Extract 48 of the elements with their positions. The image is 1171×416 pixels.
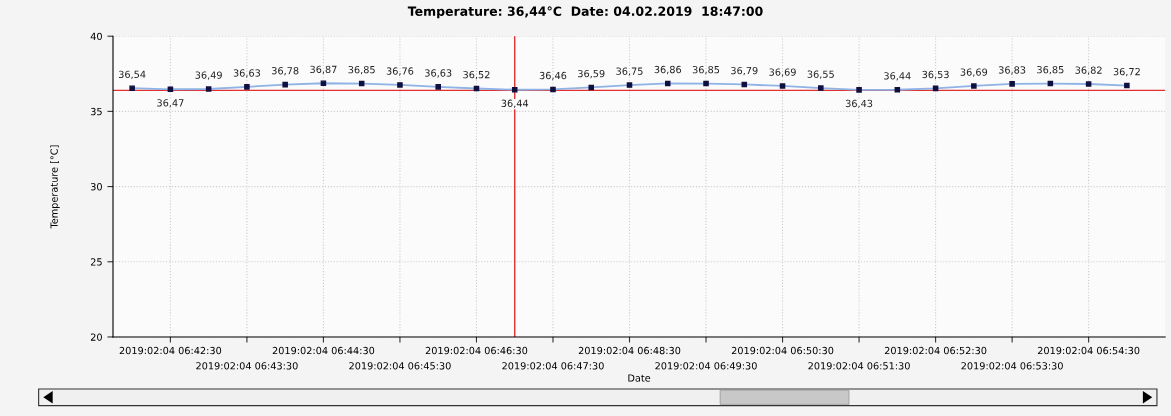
data-label: 36,83 xyxy=(998,66,1026,75)
data-label: 36,72 xyxy=(1113,67,1140,77)
data-label: 36,44 xyxy=(501,99,529,108)
x-tick-label: 2019:02:04 06:52:30 xyxy=(884,346,987,355)
x-tick-label: 2019:02:04 06:47:30 xyxy=(502,362,604,370)
x-tick-label: 2019:02:04 06:51:30 xyxy=(808,362,910,370)
x-tick-label: 2019:02:04 06:48:30 xyxy=(578,346,681,355)
data-label: 36,85 xyxy=(692,65,720,75)
data-label: 36,86 xyxy=(654,65,682,75)
y-tick-label: 20 xyxy=(90,333,102,341)
data-label: 36,82 xyxy=(1075,66,1102,75)
data-label: 36,79 xyxy=(731,66,758,76)
y-tick-label: 40 xyxy=(90,32,102,41)
data-label: 36,63 xyxy=(425,69,452,78)
x-tick-label: 2019:02:04 06:50:30 xyxy=(731,346,834,355)
data-label: 36,63 xyxy=(233,69,261,78)
data-label: 36,55 xyxy=(807,70,834,79)
data-label: 36,85 xyxy=(1037,65,1064,75)
data-label: 36,49 xyxy=(195,71,222,80)
x-tick-label: 2019:02:04 06:45:30 xyxy=(349,362,451,370)
y-axis-title: Temperature [°C] xyxy=(50,145,60,229)
x-tick-label: 2019:02:04 06:53:30 xyxy=(961,362,1063,370)
chart-title: Temperature: 36,44°C Date: 04.02.2019 18:47:00 xyxy=(407,6,763,19)
data-label: 36,44 xyxy=(884,72,911,81)
x-tick-label: 2019:02:04 06:46:30 xyxy=(425,346,528,355)
data-label: 36,85 xyxy=(348,65,375,75)
data-label: 36,47 xyxy=(157,99,184,108)
x-axis-title: Date xyxy=(628,374,651,382)
x-tick-label: 2019:02:04 06:54:30 xyxy=(1037,346,1140,355)
data-label: 36,78 xyxy=(272,67,299,76)
y-tick-label: 35 xyxy=(90,107,102,116)
data-label: 36,87 xyxy=(310,65,337,75)
data-label: 36,75 xyxy=(616,67,643,76)
data-label: 36,46 xyxy=(539,71,567,81)
y-tick-label: 30 xyxy=(90,183,102,191)
x-tick-label: 2019:02:04 06:43:30 xyxy=(196,362,298,370)
x-tick-label: 2019:02:04 06:42:30 xyxy=(119,346,222,355)
data-label: 36,54 xyxy=(118,70,146,79)
data-label: 36,43 xyxy=(845,99,873,109)
data-label: 36,69 xyxy=(960,68,988,77)
data-label: 36,52 xyxy=(463,70,490,80)
x-tick-label: 2019:02:04 06:44:30 xyxy=(272,346,375,355)
data-label: 36,53 xyxy=(922,70,949,80)
y-tick-label: 25 xyxy=(90,258,102,266)
data-label: 36,59 xyxy=(578,69,605,79)
data-label: 36,69 xyxy=(769,68,796,77)
data-label: 36,76 xyxy=(386,67,414,76)
x-tick-label: 2019:02:04 06:49:30 xyxy=(655,362,757,370)
